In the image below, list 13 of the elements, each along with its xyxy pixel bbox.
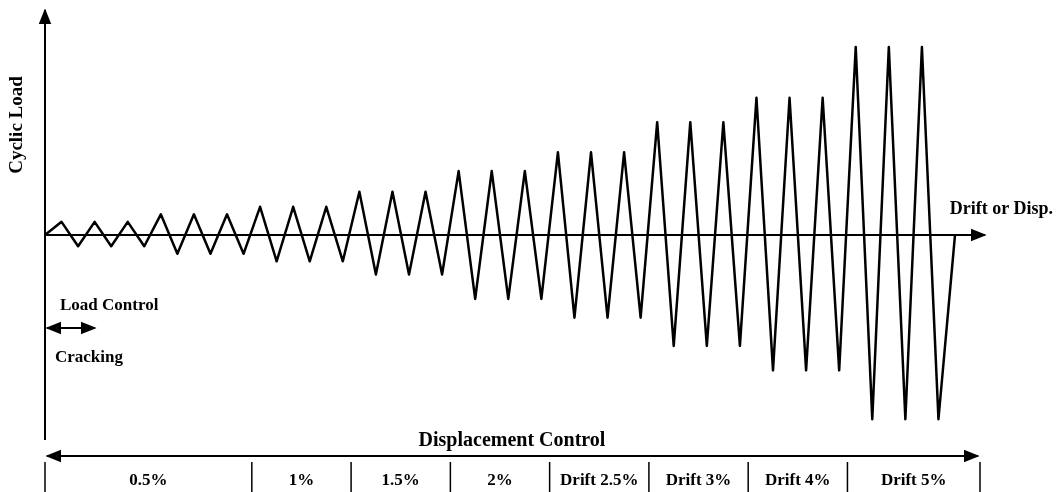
text: 1.5% xyxy=(381,470,420,489)
annotation: Cracking xyxy=(55,347,124,366)
x-axis-title: Drift or Disp. xyxy=(949,198,1053,218)
text: Displacement Control xyxy=(418,428,606,451)
text: Drift 2.5% xyxy=(560,470,639,489)
text: 2% xyxy=(487,470,513,489)
text: Drift 4% xyxy=(765,470,831,489)
y-axis-title: Cyclic Load xyxy=(5,75,26,174)
text: 1% xyxy=(288,470,315,489)
text: 0.5% xyxy=(129,470,168,489)
text: Drift 3% xyxy=(665,470,732,489)
annotation: Load Control xyxy=(60,295,159,314)
text: Drift 5% xyxy=(880,470,947,489)
